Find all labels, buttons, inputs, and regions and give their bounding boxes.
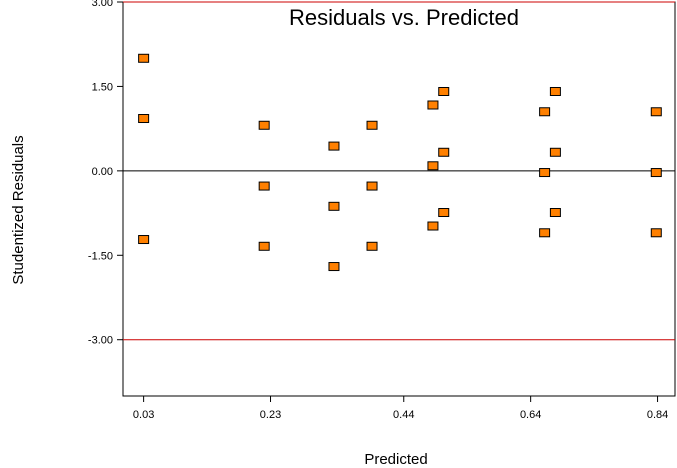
y-tick-label: -1.50 [88, 250, 113, 262]
data-point [650, 228, 662, 238]
data-point [258, 120, 270, 130]
chart-title: Residuals vs. Predicted [289, 5, 519, 30]
data-point [539, 228, 551, 238]
data-point [549, 208, 561, 218]
data-point [539, 107, 551, 117]
data-point [427, 100, 439, 110]
data-point [650, 168, 662, 178]
data-point [366, 120, 378, 130]
data-point [438, 147, 450, 157]
data-point [366, 241, 378, 251]
data-point [549, 86, 561, 96]
data-point [328, 262, 340, 272]
data-point [427, 221, 439, 231]
plot-frame [122, 1, 676, 397]
y-tick-label: -3.00 [88, 335, 113, 347]
x-tick-label: 0.44 [393, 409, 414, 421]
data-point [438, 208, 450, 218]
data-point [138, 235, 150, 245]
x-tick-label: 0.03 [133, 409, 154, 421]
data-point [138, 114, 150, 124]
data-point [328, 141, 340, 151]
x-tick-label: 0.23 [260, 409, 281, 421]
data-point [366, 181, 378, 191]
x-tick-label: 0.84 [647, 409, 668, 421]
data-point [549, 147, 561, 157]
x-tick-label: 0.64 [520, 409, 541, 421]
x-axis-title: Predicted [364, 451, 427, 468]
data-point [539, 168, 551, 178]
data-point [328, 201, 340, 211]
y-tick-label: 1.50 [92, 81, 113, 93]
plot-area: 3.00 1.50 0.00 -1.50 -3.00 0.03 0.23 0.44 0.64 0.… [88, 0, 676, 421]
data-point [258, 241, 270, 251]
data-point [427, 161, 439, 171]
data-point [258, 181, 270, 191]
data-point [438, 86, 450, 96]
data-point [650, 107, 662, 117]
data-point [138, 53, 150, 63]
y-tick-label: 0.00 [92, 166, 113, 178]
y-tick-label: 3.00 [92, 0, 113, 9]
y-axis-title: Studentized Residuals [10, 135, 27, 284]
